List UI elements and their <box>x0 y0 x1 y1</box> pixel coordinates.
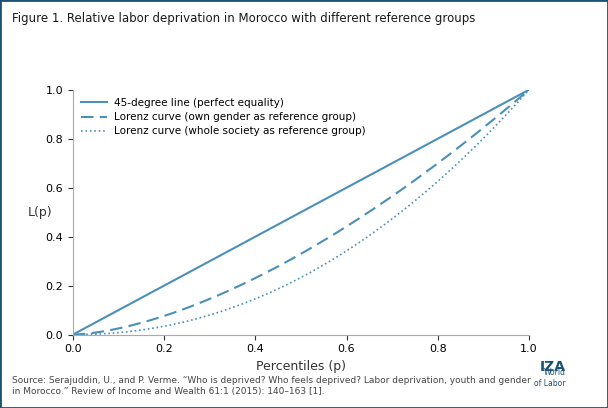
Lorenz curve (whole society as reference group) <box>443 171 451 176</box>
Lorenz curve (own gender as reference group) <box>286 258 293 263</box>
Lorenz curve (whole society as reference group) <box>69 332 77 337</box>
Lorenz curve (whole society as reference group) <box>514 100 522 104</box>
Lorenz curve (own gender as reference group) <box>289 256 296 261</box>
Lorenz curve (own gender as reference group) <box>443 154 451 159</box>
45-degree line (perfect equality) <box>340 186 348 191</box>
Lorenz curve (whole society as reference group) <box>286 281 293 286</box>
Line: 45-degree line (perfect equality): 45-degree line (perfect equality) <box>73 90 529 335</box>
Text: Figure 1. Relative labor deprivation in Morocco with different reference groups: Figure 1. Relative labor deprivation in … <box>12 12 475 25</box>
45-degree line (perfect equality) <box>286 216 293 221</box>
Lorenz curve (whole society as reference group) <box>340 250 348 255</box>
Lorenz curve (own gender as reference group) <box>514 97 522 102</box>
45-degree line (perfect equality) <box>514 93 522 98</box>
X-axis label: Percentiles (p): Percentiles (p) <box>256 360 346 373</box>
Lorenz curve (whole society as reference group) <box>525 87 533 92</box>
45-degree line (perfect equality) <box>289 214 296 219</box>
Lorenz curve (whole society as reference group) <box>289 279 296 284</box>
Text: Source: Serajuddin, U., and P. Verme. “Who is deprived? Who feels deprived? Labo: Source: Serajuddin, U., and P. Verme. “W… <box>12 376 531 396</box>
Lorenz curve (own gender as reference group) <box>525 87 533 92</box>
Lorenz curve (own gender as reference group) <box>69 332 77 337</box>
45-degree line (perfect equality) <box>69 332 77 337</box>
Lorenz curve (own gender as reference group) <box>340 225 348 230</box>
Y-axis label: L(p): L(p) <box>27 206 52 219</box>
Line: Lorenz curve (own gender as reference group): Lorenz curve (own gender as reference gr… <box>73 90 529 335</box>
Lorenz curve (whole society as reference group) <box>316 265 323 270</box>
Text: IZA: IZA <box>539 360 565 374</box>
Line: Lorenz curve (whole society as reference group): Lorenz curve (whole society as reference… <box>73 90 529 335</box>
Lorenz curve (own gender as reference group) <box>316 240 323 245</box>
Text: World
of Labor: World of Labor <box>534 368 565 388</box>
45-degree line (perfect equality) <box>316 200 323 204</box>
45-degree line (perfect equality) <box>443 131 451 136</box>
45-degree line (perfect equality) <box>525 87 533 92</box>
Legend: 45-degree line (perfect equality), Lorenz curve (own gender as reference group),: 45-degree line (perfect equality), Loren… <box>78 95 368 140</box>
